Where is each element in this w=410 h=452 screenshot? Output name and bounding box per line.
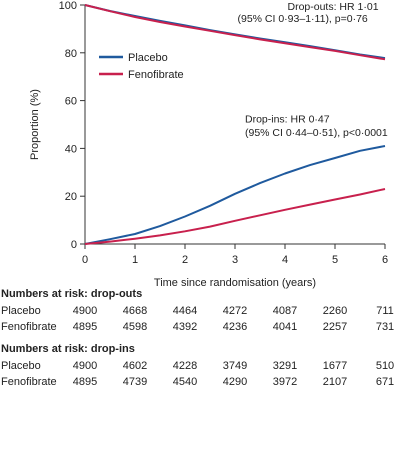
numbers-at-risk-table: Numbers at risk: drop-outs Placebo 4900 466… (0, 286, 410, 390)
series-line-drop-outs-fenofibrate (84, 4, 386, 61)
risk-count: 731 (375, 321, 395, 333)
y-tick-label: 60 (65, 96, 77, 108)
risk-count: 4668 (122, 305, 148, 317)
series-line-drop-ins-placebo (84, 145, 386, 245)
risk-count: 4895 (72, 321, 98, 333)
y-tick-label: 100 (59, 0, 77, 12)
risk-count: 4900 (72, 305, 98, 317)
risk-table-heading: Numbers at risk: drop-outs (1, 288, 143, 300)
risk-count: 1677 (322, 360, 348, 372)
risk-count: 4236 (222, 321, 248, 333)
risk-row-label: Placebo (1, 360, 41, 372)
annotation-text: Drop-outs: HR 1·01 (288, 1, 379, 13)
risk-table-row: Placebo 4900 4602 4228 3749 3291 1677 510 (0, 358, 410, 374)
y-axis-title: Proportion (%) (29, 89, 41, 160)
risk-count: 4900 (72, 360, 98, 372)
risk-count: 4464 (172, 305, 198, 317)
annotation-text: (95% CI 0·93–1·11), p=0·76 (238, 13, 368, 25)
risk-table-heading: Numbers at risk: drop-ins (1, 343, 135, 355)
risk-count: 2260 (322, 305, 348, 317)
risk-count: 4895 (72, 376, 98, 388)
risk-count: 4739 (122, 376, 148, 388)
risk-count: 3749 (222, 360, 248, 372)
risk-count: 2107 (322, 376, 348, 388)
risk-count: 510 (375, 360, 395, 372)
annotation-text: Drop-ins: HR 0·47 (245, 114, 330, 126)
risk-row-label: Fenofibrate (1, 376, 57, 388)
y-tick-label: 80 (65, 48, 77, 60)
survival-chart: 0 20 40 60 80 100 0 1 2 3 4 5 6 Time since randomisat… (29, 0, 388, 289)
risk-count: 711 (376, 305, 394, 317)
legend-label-placebo: Placebo (128, 52, 168, 64)
x-tick-label: 4 (282, 254, 288, 266)
x-tick-label: 3 (232, 254, 238, 266)
risk-table-row: Placebo 4900 4668 4464 4272 4087 2260 711 (0, 303, 410, 319)
risk-count: 4228 (172, 360, 198, 372)
risk-row-label: Placebo (1, 305, 41, 317)
x-tick-label: 2 (182, 254, 188, 266)
risk-count: 4392 (172, 321, 198, 333)
risk-count: 4602 (122, 360, 148, 372)
risk-table-row: Fenofibrate 4895 4739 4540 4290 3972 2107 671 (0, 374, 410, 390)
risk-count: 4087 (272, 305, 298, 317)
risk-count: 4290 (222, 376, 248, 388)
y-tick-label: 20 (65, 191, 77, 203)
x-tick-label: 1 (132, 254, 138, 266)
x-tick-label: 5 (332, 254, 338, 266)
risk-count: 4540 (172, 376, 198, 388)
y-tick-label: 40 (65, 143, 77, 155)
risk-count: 2257 (322, 321, 348, 333)
x-axis-title: Time since randomisation (years) (154, 277, 316, 289)
risk-table-row: Fenofibrate 4895 4598 4392 4236 4041 2257 731 (0, 319, 410, 335)
annotation-text: (95% CI 0·44–0·51), p<0·0001 (245, 127, 388, 139)
risk-count: 3291 (272, 360, 298, 372)
risk-count: 3972 (272, 376, 298, 388)
risk-count: 671 (375, 376, 395, 388)
risk-count: 4041 (272, 321, 298, 333)
x-tick-label: 6 (382, 254, 388, 266)
risk-count: 4598 (122, 321, 148, 333)
y-tick-label: 0 (71, 239, 77, 251)
legend-label-fenofibrate: Fenofibrate (128, 69, 184, 81)
risk-row-label: Fenofibrate (1, 321, 57, 333)
series-line-drop-ins-fenofibrate (84, 188, 386, 245)
x-tick-label: 0 (82, 254, 88, 266)
risk-count: 4272 (222, 305, 248, 317)
